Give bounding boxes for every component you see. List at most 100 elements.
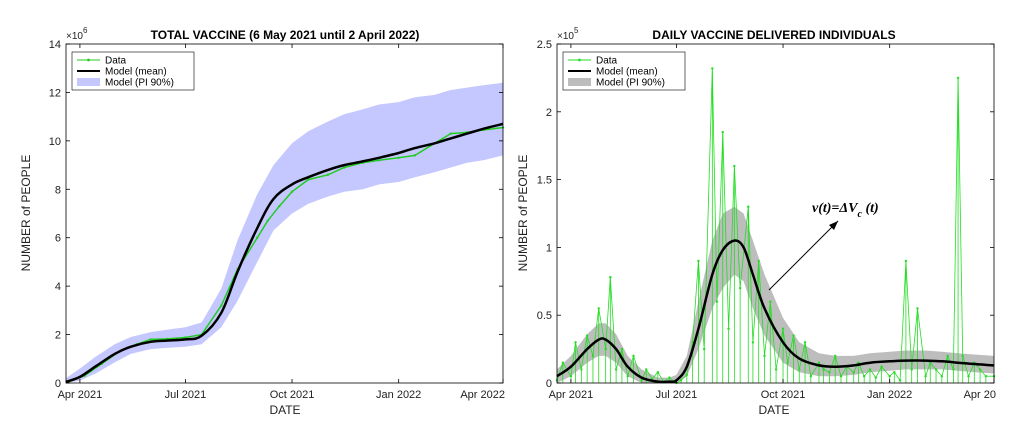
data-point <box>397 156 400 160</box>
data-point <box>904 259 908 263</box>
legend-marker <box>87 58 90 62</box>
data-point <box>929 361 932 364</box>
data-point <box>961 354 964 358</box>
axis-ticks: 0 0.5 1 1.5 2 2.5 Apr 2021 Jul 2021 Oct 2021 Jan … <box>537 39 996 401</box>
data-point <box>149 338 152 341</box>
x-tick-label: Apr 2021 <box>58 389 103 401</box>
x-tick-label: Jul 2021 <box>165 389 207 401</box>
legend-label: Model (PI 90%) <box>105 78 174 89</box>
data-point <box>774 368 778 371</box>
legend-label: Model (mean) <box>105 67 167 78</box>
data-point <box>769 300 772 303</box>
y-tick-label: 6 <box>55 233 61 245</box>
y-tick-label: 0 <box>546 378 552 390</box>
data-point <box>597 307 600 310</box>
y-tick-label: 2.5 <box>537 39 552 51</box>
model-mean-line <box>65 122 504 383</box>
data-point <box>307 178 310 181</box>
chart-title: DAILY VACCINE DELIVERED INDIVIDUALS <box>652 28 895 42</box>
data-point <box>685 373 689 377</box>
data-point <box>781 327 785 330</box>
data-point <box>290 190 294 193</box>
y-tick-label: 10 <box>49 136 61 148</box>
model-mean-line <box>556 239 995 384</box>
data-point <box>946 354 949 358</box>
data-point <box>656 370 660 374</box>
data-point <box>278 205 281 208</box>
y-axis-label: NUMBER of PEOPLE <box>19 155 33 272</box>
data-point <box>874 376 877 379</box>
data-point <box>711 67 714 70</box>
data-point <box>668 376 671 379</box>
data-point <box>721 130 724 134</box>
data-point <box>880 365 883 368</box>
data-point <box>792 334 795 337</box>
confidence-band <box>557 206 994 383</box>
annotation-arrowhead <box>829 221 838 230</box>
x-axis-label: DATE <box>269 403 300 417</box>
data-point <box>574 341 577 344</box>
x-tick-label: Apr 2021 <box>549 389 594 401</box>
data-point <box>342 166 346 169</box>
data-point <box>614 368 618 371</box>
data-point <box>632 354 635 358</box>
data-point <box>803 341 807 344</box>
data-point <box>809 375 813 378</box>
total-vaccine-chart: TOTAL VACCINE (6 May 2021 until 2 April … <box>19 26 505 417</box>
annotation-subscript: c <box>858 209 863 220</box>
data-point <box>978 368 982 371</box>
data-point <box>604 347 607 351</box>
plot-frame <box>556 43 995 384</box>
y-exponent-power: 6 <box>83 26 88 35</box>
axis-ticks: 0 2 4 6 8 10 12 14 Apr 2021 Jul 2021 Oct 2021 Jan 2… <box>49 39 505 401</box>
y-exponent-power: 5 <box>574 26 579 35</box>
legend-swatch-band <box>568 78 591 86</box>
legend-label: Data <box>105 56 127 67</box>
data-point <box>888 375 891 378</box>
y-tick-label: 1.5 <box>537 175 552 187</box>
data-point <box>862 375 866 378</box>
data-point <box>326 173 330 176</box>
data-point <box>256 236 259 239</box>
legend-label: Data <box>596 56 618 67</box>
data-point <box>916 307 919 310</box>
data-point <box>645 368 648 371</box>
data-point <box>640 379 643 382</box>
x-tick-label: Oct 2021 <box>270 389 315 401</box>
legend-marker <box>578 58 581 62</box>
y-exponent: ×10 5 <box>557 26 579 42</box>
x-tick-label: Apr 20 <box>964 389 996 401</box>
annotation-arrow <box>768 220 839 291</box>
data-point <box>757 259 760 263</box>
data-point <box>413 154 417 157</box>
y-tick-label: 12 <box>49 87 61 99</box>
y-tick-label: 2 <box>546 107 552 119</box>
data-point <box>934 368 938 371</box>
data-point <box>822 368 825 371</box>
data-point <box>580 368 583 371</box>
data-point <box>910 368 913 371</box>
y-tick-label: 8 <box>55 184 61 196</box>
x-tick-label: Jul 2021 <box>656 389 698 401</box>
plot-marks <box>65 82 505 383</box>
x-tick-label: Jan 2022 <box>376 389 421 401</box>
data-point <box>956 76 960 80</box>
y-tick-label: 2 <box>55 330 61 342</box>
data-point <box>798 368 801 371</box>
x-tick-label: Jan 2022 <box>867 389 912 401</box>
data-point <box>679 379 683 382</box>
data-point <box>733 164 736 168</box>
data-point <box>839 375 843 378</box>
data-point <box>377 159 381 162</box>
data-point <box>817 361 821 364</box>
data-point <box>852 370 855 374</box>
data-point <box>868 368 872 371</box>
data-point <box>220 304 223 307</box>
data-point <box>751 341 755 344</box>
y-exponent-base: ×10 <box>66 31 83 42</box>
y-tick-label: 14 <box>49 39 61 51</box>
data-point <box>747 205 750 208</box>
legend-swatch-band <box>77 78 100 86</box>
